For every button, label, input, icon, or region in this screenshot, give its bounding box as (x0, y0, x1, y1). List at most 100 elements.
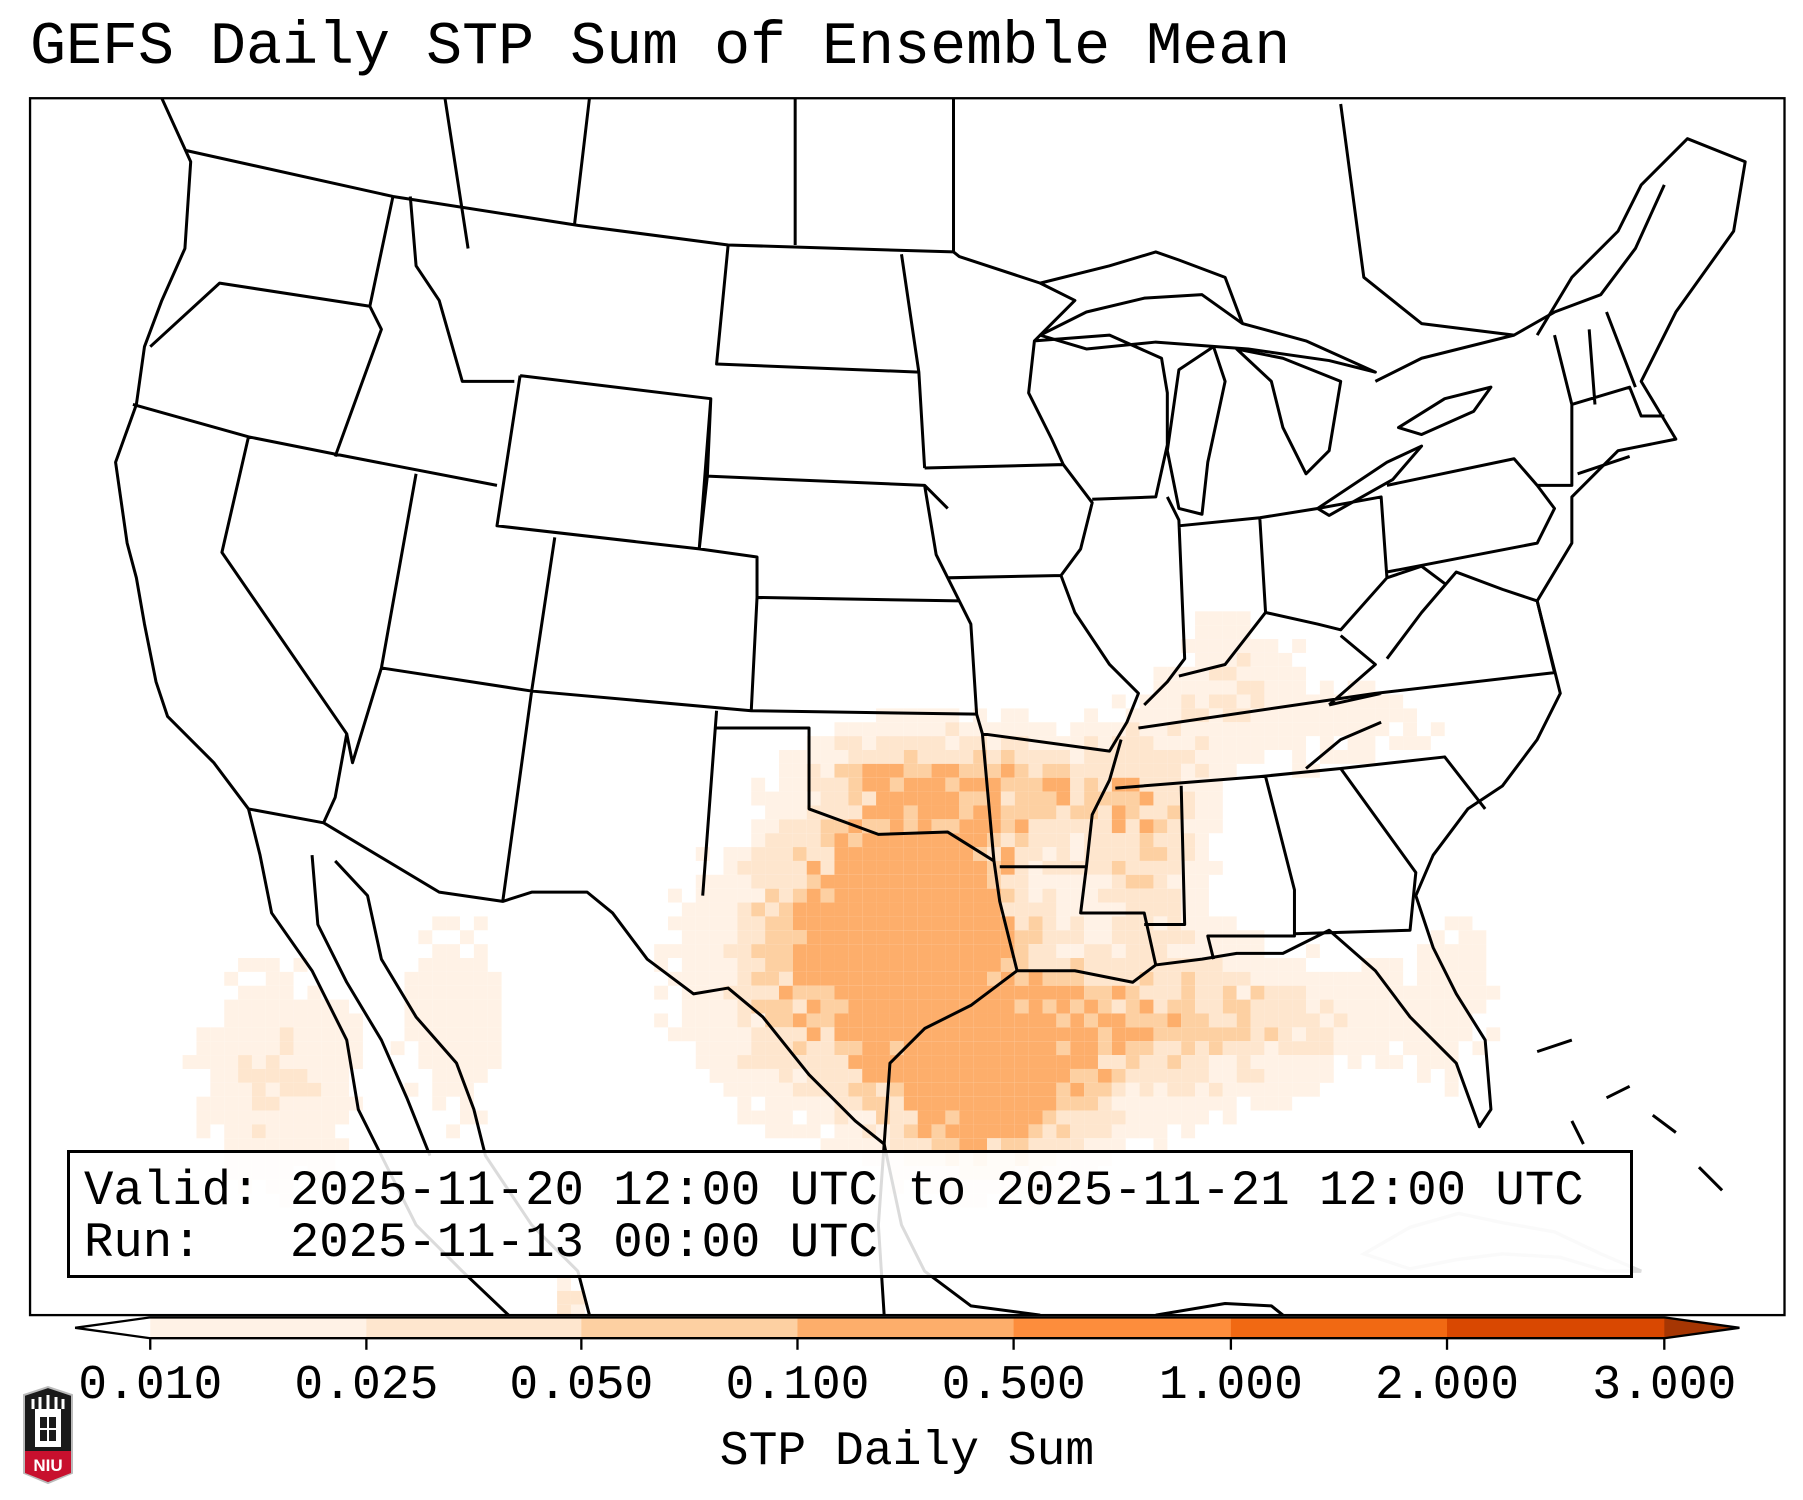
stp-grid-cell (1250, 694, 1265, 709)
stp-grid-cell (889, 902, 904, 917)
stp-grid-cell (1167, 999, 1182, 1014)
stp-grid-cell (279, 971, 294, 986)
stp-grid-cell (1042, 1068, 1057, 1083)
stp-grid-cell (945, 860, 960, 875)
stp-grid-cell (903, 958, 918, 972)
stp-grid-cell (695, 1027, 710, 1042)
stp-grid-cell (1097, 833, 1112, 848)
stp-grid-cell (1014, 777, 1029, 792)
stp-grid-cell (1056, 777, 1071, 792)
stp-grid-cell (1139, 833, 1154, 848)
stp-grid-cell (1195, 722, 1209, 737)
stp-grid-cell (931, 930, 946, 945)
stp-grid-cell (446, 971, 460, 986)
stp-grid-cell (931, 1027, 946, 1042)
stp-grid-cell (806, 1013, 821, 1028)
stp-grid-cell (1028, 1110, 1043, 1125)
stp-grid-cell (1139, 1013, 1154, 1028)
stp-grid-cell (862, 1096, 877, 1111)
stp-grid-cell (1208, 860, 1223, 875)
stp-grid-cell (1056, 1138, 1071, 1153)
stp-grid-cell (862, 805, 877, 820)
stp-grid-cell (1042, 847, 1057, 861)
stp-grid-cell (1167, 708, 1182, 723)
stp-grid-cell (792, 750, 807, 764)
stp-grid-cell (778, 985, 793, 1000)
stp-grid-cell (834, 805, 849, 820)
stp-grid-cell (1056, 1013, 1071, 1028)
stp-grid-cell (1167, 1013, 1182, 1028)
stp-grid-cell (1292, 1055, 1307, 1069)
stp-grid-cell (792, 1013, 807, 1028)
stp-grid-cell (834, 1055, 849, 1069)
stp-grid-cell (987, 1110, 1001, 1125)
stp-grid-cell (1195, 916, 1209, 931)
stp-grid-cell (1250, 639, 1265, 653)
stp-grid-cell (1084, 777, 1098, 792)
stp-grid-cell (903, 985, 918, 1000)
stp-grid-cell (1250, 985, 1265, 1000)
stp-grid-cell (1000, 736, 1015, 750)
stp-grid-cell (446, 944, 460, 959)
stp-grid-cell (1097, 860, 1112, 875)
stp-grid-cell (251, 1096, 266, 1111)
stp-grid-cell (279, 1110, 294, 1125)
stp-grid-cell (1361, 750, 1376, 764)
stp-grid-cell (1139, 722, 1154, 737)
stp-grid-cell (973, 916, 988, 931)
stp-grid-cell (862, 1055, 877, 1069)
stp-grid-cell (1070, 930, 1085, 945)
stp-grid-cell (931, 985, 946, 1000)
stp-grid-cell (1084, 1096, 1098, 1111)
stp-grid-cell (1292, 958, 1307, 972)
stp-grid-cell (1070, 833, 1085, 848)
lake-michigan (1165, 345, 1227, 516)
stp-grid-cell (224, 1027, 239, 1042)
stp-grid-cell (321, 1055, 336, 1069)
stp-grid-cell (1097, 874, 1112, 889)
stp-grid-cell (1084, 1041, 1098, 1056)
stp-grid-cell (1403, 1041, 1417, 1056)
stp-grid-cell (1181, 833, 1196, 848)
stp-grid-cell (1181, 847, 1196, 861)
stp-grid-cell (1167, 944, 1182, 959)
stp-grid-cell (1139, 1068, 1154, 1083)
stp-grid-cell (709, 930, 724, 945)
stp-grid-cell (889, 750, 904, 764)
stp-grid-cell (1125, 944, 1140, 959)
stp-grid-cell (862, 847, 877, 861)
stp-grid-cell (1458, 985, 1473, 1000)
stp-grid-cell (903, 1082, 918, 1097)
stp-grid-cell (903, 791, 918, 806)
stp-grid-cell (959, 874, 974, 889)
stp-grid-cell (1125, 930, 1140, 945)
stp-grid-cell (1097, 1124, 1112, 1139)
stp-grid-cell (709, 958, 724, 972)
stp-grid-cell (1139, 750, 1154, 764)
stp-grid-cell (1195, 833, 1209, 848)
stp-grid-cell (945, 985, 960, 1000)
stp-grid-cell (1014, 1055, 1029, 1069)
stp-grid-cell (862, 1138, 877, 1153)
stp-grid-cell (792, 791, 807, 806)
stp-grid-cell (848, 1082, 863, 1097)
stp-grid-cell (917, 999, 932, 1014)
stp-grid-cell (903, 722, 918, 737)
stp-grid-cell (668, 1027, 682, 1042)
stp-grid-cell (1028, 722, 1043, 737)
stp-grid-cell (1153, 971, 1168, 986)
stp-grid-cell (1361, 708, 1376, 723)
stp-grid-cell (1139, 999, 1154, 1014)
stp-grid-cell (1097, 888, 1112, 903)
stp-grid-cell (293, 1082, 308, 1097)
stp-grid-cell (1472, 1041, 1487, 1056)
stp-grid-cell (446, 1124, 460, 1139)
stp-grid-cell (820, 874, 835, 889)
stp-grid-cell (862, 763, 877, 778)
stp-grid-cell (848, 916, 863, 931)
stp-grid-cell (1111, 1013, 1126, 1028)
stp-grid-cell (1028, 958, 1043, 972)
stp-grid-cell (321, 1124, 336, 1139)
stp-grid-cell (820, 1013, 835, 1028)
stp-grid-cell (1153, 999, 1168, 1014)
